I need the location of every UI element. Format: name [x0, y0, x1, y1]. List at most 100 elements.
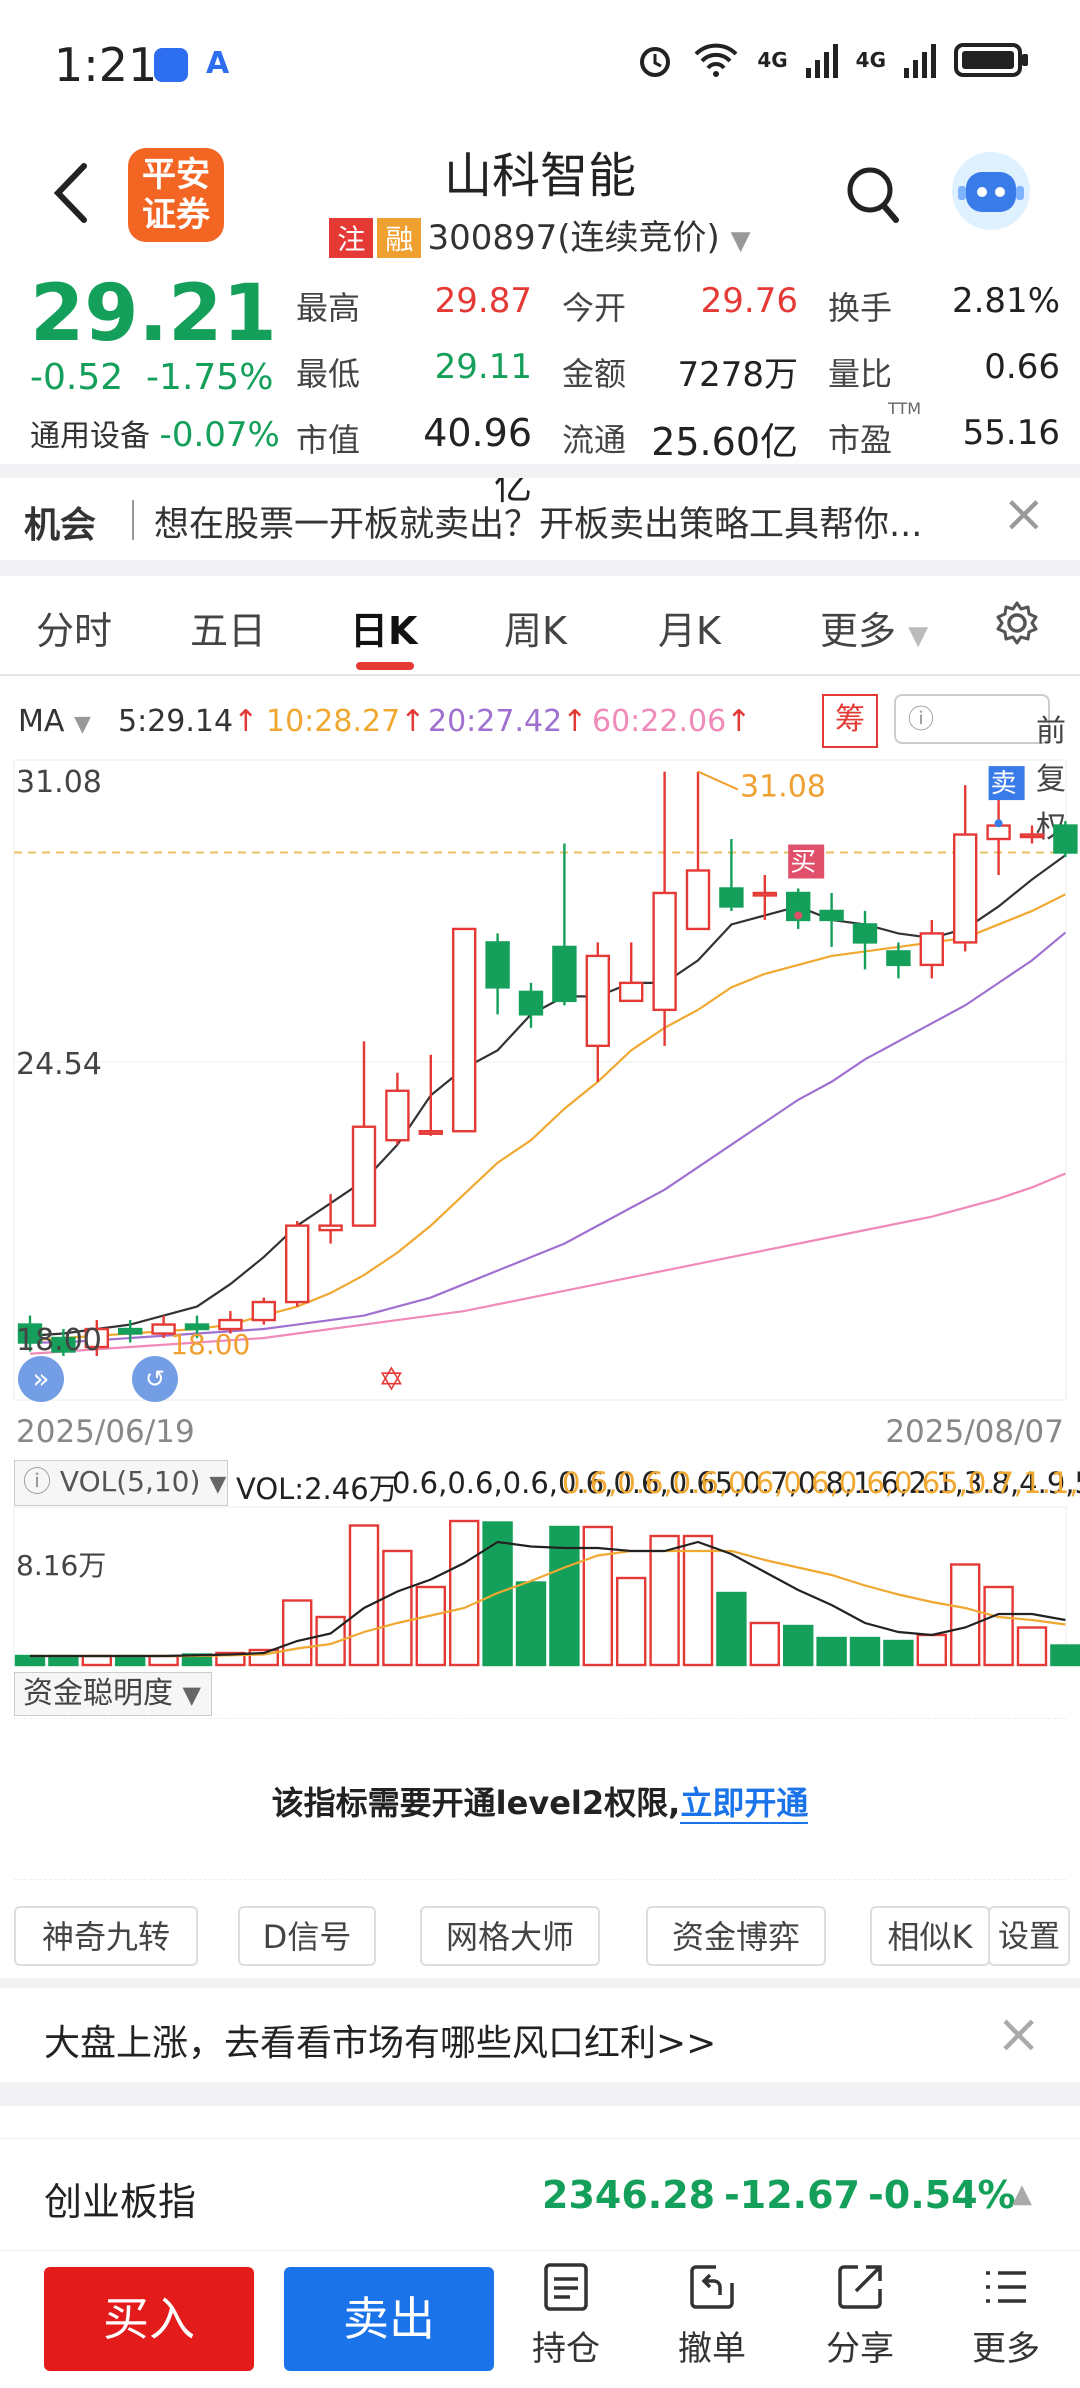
wifi-icon	[694, 43, 738, 77]
period-tabs: 分时 五日 日K 周K 月K 更多 ▼	[0, 582, 1080, 676]
tab-daily-k[interactable]: 日K	[350, 609, 418, 653]
adjust-mode-button[interactable]: ⓘ 前复权	[894, 694, 1066, 845]
low-label: 最低	[296, 355, 361, 393]
ma20-text: 20:27.42	[428, 704, 563, 739]
candle-body	[117, 1327, 143, 1335]
share-label: 分享	[826, 2329, 894, 2369]
float-cap-label: 流通	[562, 421, 627, 459]
close-icon[interactable]: ×	[996, 2002, 1042, 2065]
caret-up-icon[interactable]: ▲	[1012, 2179, 1032, 2209]
open-label: 今开	[562, 289, 627, 327]
candle-body	[318, 1224, 343, 1232]
holdings-button[interactable]: 持仓	[518, 2261, 614, 2370]
opportunity-text: 想在股票一开板就卖出？开板卖出策略工具帮你...	[154, 505, 923, 545]
change-value: -0.52	[30, 357, 124, 398]
pe-ttm-sup: TTM	[888, 399, 922, 418]
rotate-icon[interactable]: ↺	[132, 1356, 178, 1402]
ma20-line	[30, 931, 1067, 1344]
tab-weekly-k[interactable]: 周K	[504, 609, 567, 653]
candle-body	[652, 891, 677, 1012]
fund-indicator-button[interactable]: 资金聪明度 ▼	[14, 1672, 212, 1716]
chip-fund-game[interactable]: 资金博弈	[646, 1906, 826, 1966]
chip-settings[interactable]: 设置	[988, 1906, 1070, 1966]
tab-more[interactable]: 更多 ▼	[820, 600, 928, 655]
share-button[interactable]: 分享	[812, 2261, 908, 2370]
volume-bar	[415, 1585, 446, 1667]
gear-icon[interactable]	[994, 600, 1040, 646]
candle-body	[852, 923, 878, 944]
divider	[0, 560, 1080, 576]
cancel-order-button[interactable]: 撤单	[664, 2261, 760, 2370]
volume-bar	[916, 1633, 947, 1667]
candle-body	[184, 1323, 210, 1331]
candle-body	[552, 945, 577, 1003]
ma60-line	[29, 1172, 1066, 1355]
ma-label[interactable]: MA ▼	[18, 704, 91, 739]
chip-distribution-button[interactable]: 筹	[822, 694, 878, 748]
kline-chart[interactable]: 31.08 24.54 18.00 31.08 18.00 买 卖	[0, 756, 1080, 1406]
ma20-value: 20:27.42↑	[428, 704, 587, 739]
chart-grid	[13, 759, 1067, 1401]
volume-indicator-button[interactable]: ⓘ VOL(5,10) ▼	[14, 1460, 228, 1506]
index-percent: -0.54%	[868, 2173, 1016, 2217]
index-ticker[interactable]: 创业板指 2346.28 -12.67 -0.54% ▲	[0, 2138, 1080, 2249]
menu-list-icon	[986, 2271, 1026, 2303]
index-value: 2346.28	[542, 2173, 716, 2217]
volume-bar	[81, 1654, 113, 1667]
volume-bar	[382, 1549, 413, 1667]
moving-average-lines	[29, 854, 1067, 1355]
sell-button[interactable]: 卖出	[284, 2267, 494, 2371]
amount-label: 金额	[562, 355, 627, 393]
chip-similar-k[interactable]: 相似K	[870, 1906, 990, 1966]
max-price-label: 31.08	[740, 769, 826, 804]
tab-more-label: 更多	[820, 609, 897, 653]
volume-chart[interactable]: 8.16万	[0, 1505, 1080, 1670]
stock-subtitle[interactable]: 注融 300897(连续竞价) ▼	[0, 210, 1080, 259]
sector-name: 通用设备	[30, 419, 150, 454]
volume-labels: 8.16万	[16, 1549, 106, 1582]
chip-grid-master[interactable]: 网格大师	[420, 1906, 600, 1966]
min-price-label: 18.00	[170, 1328, 250, 1361]
index-change: -12.67	[724, 2173, 860, 2217]
pe-label: 市盈	[828, 421, 893, 459]
search-icon[interactable]	[846, 166, 902, 226]
chip-nine-turns[interactable]: 神奇九转	[14, 1906, 198, 1966]
high-label: 最高	[296, 289, 361, 327]
buy-button[interactable]: 买入	[44, 2267, 254, 2371]
volume-bar	[716, 1591, 747, 1667]
low-value: 29.11	[434, 347, 532, 387]
market-tip-text: 大盘上涨，去看看市场有哪些风口红利>>	[44, 2023, 717, 2064]
chart-frame	[13, 759, 1067, 1401]
activate-level2-link[interactable]: 立即开通	[680, 1784, 809, 1824]
quote-panel: 29.21 -0.52 -1.75% 通用设备 -0.07% 最高 29.87 …	[0, 265, 1080, 508]
chart-labels: 31.08 24.54 18.00 31.08 18.00 买 卖	[16, 765, 1025, 1361]
more-button[interactable]: 更多	[958, 2261, 1054, 2370]
float-cap-value: 25.60亿	[651, 420, 798, 464]
vol-ma10: 0.6,0.6,0.6,0.6,0.6,0.6,0.65,0.7,1.1,1.4…	[562, 1466, 1080, 1500]
end-date: 2025/08/07	[885, 1414, 1064, 1450]
tab-monthly-k[interactable]: 月K	[658, 609, 721, 653]
tab-five-day[interactable]: 五日	[190, 609, 267, 653]
arrow-up-icon: ↑	[562, 704, 588, 739]
back-icon[interactable]	[44, 158, 104, 228]
status-bar: 1:21 A 4G 4G	[0, 0, 1080, 130]
ai-assistant-icon[interactable]	[952, 152, 1030, 230]
sector-info[interactable]: 通用设备 -0.07%	[30, 411, 280, 455]
level2-message: 该指标需要开通level2权限,立即开通	[0, 1778, 1080, 1824]
market-tip-banner[interactable]: 大盘上涨，去看看市场有哪些风口红利>> ×	[0, 1990, 1080, 2086]
status-time: 1:21	[54, 38, 158, 92]
tab-intraday[interactable]: 分时	[36, 609, 113, 653]
candle-body	[385, 1089, 410, 1142]
open-value: 29.76	[700, 281, 798, 321]
expand-chart-icon[interactable]: »	[18, 1356, 64, 1402]
candle-body	[585, 954, 610, 1048]
candle-body	[819, 909, 844, 922]
caret-down-icon: ▼	[908, 621, 929, 651]
chip-d-signal[interactable]: D信号	[238, 1906, 376, 1966]
net-label-2: 4G	[855, 48, 886, 72]
close-icon[interactable]: ×	[1002, 484, 1046, 544]
event-star-icon[interactable]: ✡	[378, 1360, 405, 1398]
opportunity-banner[interactable]: 机会 想在股票一开板就卖出？开板卖出策略工具帮你... ×	[0, 478, 1080, 558]
sell-marker-label: 卖	[991, 769, 1017, 799]
candle-body	[1019, 833, 1045, 839]
